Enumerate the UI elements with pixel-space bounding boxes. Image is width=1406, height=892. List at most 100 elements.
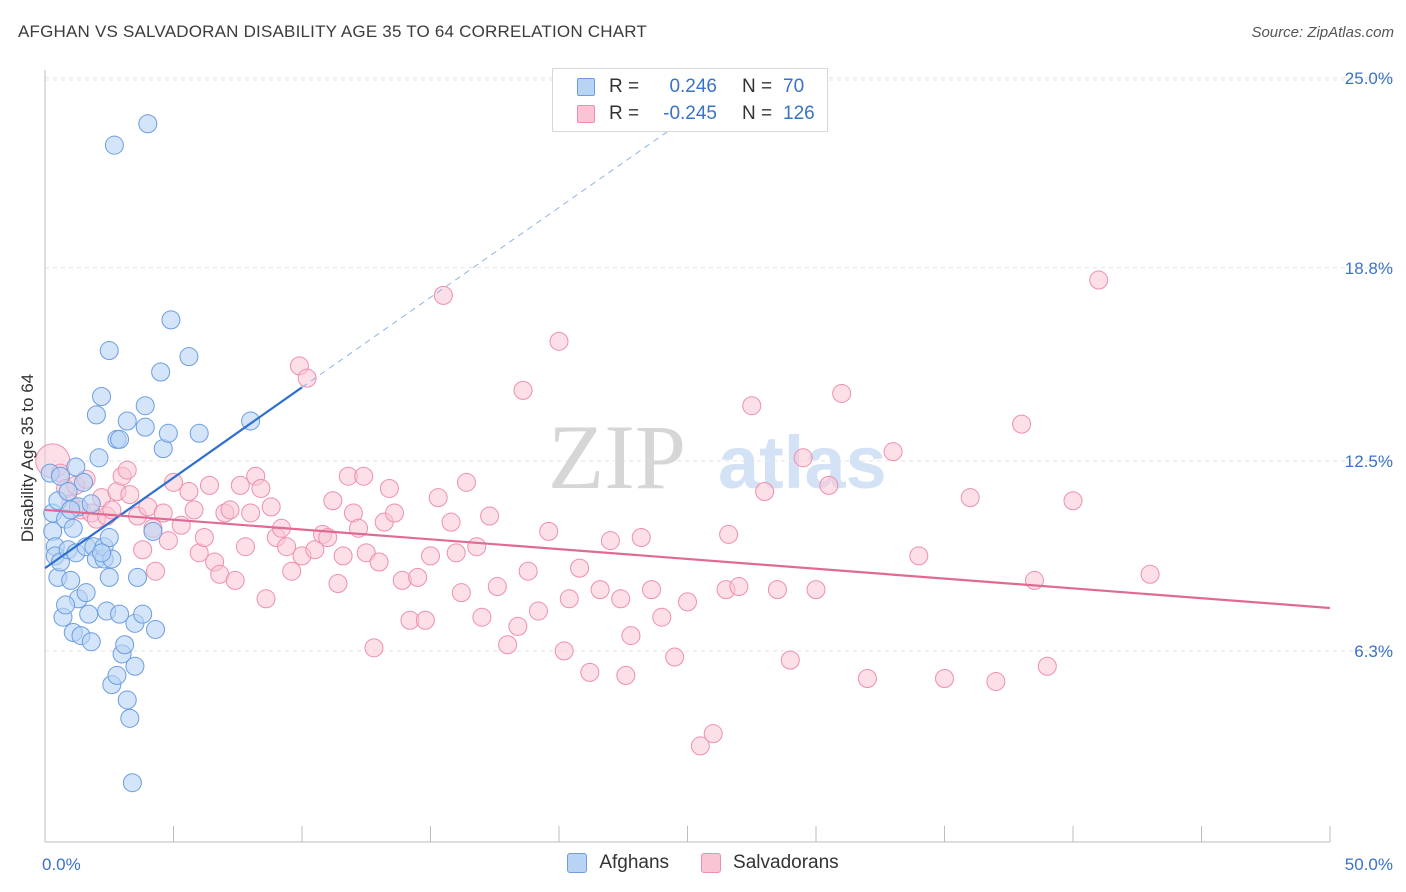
salvadoran-point [164,472,183,492]
salvadoran-point [729,577,749,597]
afghans-swatch [577,78,595,96]
salvadoran-point [570,558,590,578]
salvadoran-point [230,475,250,495]
salvadoran-point [133,540,153,560]
afghan-point [50,466,70,486]
salvadoran-point [600,531,620,551]
x-tick-label: 0.0% [42,855,81,874]
afghan-point [189,423,209,443]
salvadoran-point [1063,491,1083,511]
trend-lines [44,117,1331,610]
afghan-point [76,583,96,603]
afghan-point [61,500,81,520]
salvadoran-point [428,488,448,508]
afghan-point [117,411,137,431]
salvadoran-point [1037,656,1057,676]
salvadoran-point [456,472,476,492]
legend-row-salvadorans: R = -0.245 N = 126 [577,102,823,126]
salvadoran-point [554,641,574,661]
afghan-point [110,429,130,449]
y-tick-label: 25.0% [1345,69,1393,88]
salvadoran-point [379,478,399,498]
salvadoran-point [297,368,317,388]
correlation-legend: R = 0.246 N = 70 R = -0.245 N = 126 [552,68,828,132]
salvadoran-point [277,537,297,557]
salvadoran-point [1012,414,1032,434]
salvadoran-point [354,466,374,486]
salvadoran-point [678,592,697,612]
legend-item-salvadorans[interactable]: Salvadorans [701,852,839,874]
salvadoran-point [333,546,353,566]
legend-n-label: N = [741,76,773,97]
afghan-point [128,567,148,587]
salvadoran-point [261,497,281,517]
salvadoran-point [513,380,533,400]
salvadoran-point [1089,270,1109,290]
salvadoran-point [328,573,348,593]
salvadoran-point [467,537,487,557]
afghan-point [161,310,181,330]
afghan-point [143,521,163,541]
salvadoran-point [146,561,166,581]
salvadoran-point [703,724,723,744]
x-tick-label: 50.0% [1345,855,1393,874]
watermark: ZIP atlas [548,406,887,508]
afghan-point [89,448,109,468]
afghan-point [61,570,81,590]
salvadoran-point [117,460,137,480]
salvadoran-point [392,570,412,590]
afghan-point [99,341,119,361]
afghan-point [151,362,171,382]
afghan-point [86,405,106,425]
salvadoran-point [305,540,325,560]
afghan-point [115,635,135,655]
salvadoran-point [158,531,178,551]
salvadorans-points [35,270,1160,756]
legend-item-afghans[interactable]: Afghans [567,852,669,874]
legend-r-value: 0.246 [669,76,717,97]
salvadoran-point [385,503,405,523]
salvadoran-point [480,506,500,526]
salvadoran-point [225,570,245,590]
grid-lines [45,77,1395,652]
salvadoran-point [415,610,435,630]
salvadoran-point [282,561,302,581]
salvadoran-point [194,528,214,547]
salvadoran-point [251,478,271,498]
salvadoran-point [631,528,651,547]
salvadoran-point [220,500,240,520]
salvadoran-point [665,647,685,667]
afghan-point [179,347,199,367]
salvadoran-point [690,736,710,756]
legend-n-value: 70 [783,76,805,97]
watermark-zip: ZIP [548,406,686,508]
salvadoran-point [441,512,461,532]
salvadoran-point [793,448,813,468]
salvadoran-point [184,500,204,520]
salvadoran-point [323,491,343,511]
source-label: Source: ZipAtlas.com [1251,24,1394,41]
salvadoran-point [755,482,775,502]
salvadoran-point [960,488,980,508]
salvadoran-point [909,546,929,566]
salvadoran-point [356,543,376,563]
afghan-point [146,619,166,639]
salvadoran-point [120,485,140,505]
salvadoran-point [369,552,389,572]
legend-r-value: -0.245 [663,103,717,124]
afghan-point [107,665,127,685]
salvadoran-point [451,583,471,603]
salvadoran-point [433,285,453,305]
salvadoran-point [472,607,492,627]
afghan-point [74,472,94,492]
salvadoran-point [498,635,518,655]
afghans-trend-extension [301,117,688,388]
salvadoran-point [986,672,1006,692]
salvadoran-point [832,383,852,403]
salvadoran-point [508,616,528,636]
afghan-point [99,567,119,587]
afghan-point [125,656,145,676]
afghan-point [92,543,112,563]
salvadoran-point [767,580,787,600]
